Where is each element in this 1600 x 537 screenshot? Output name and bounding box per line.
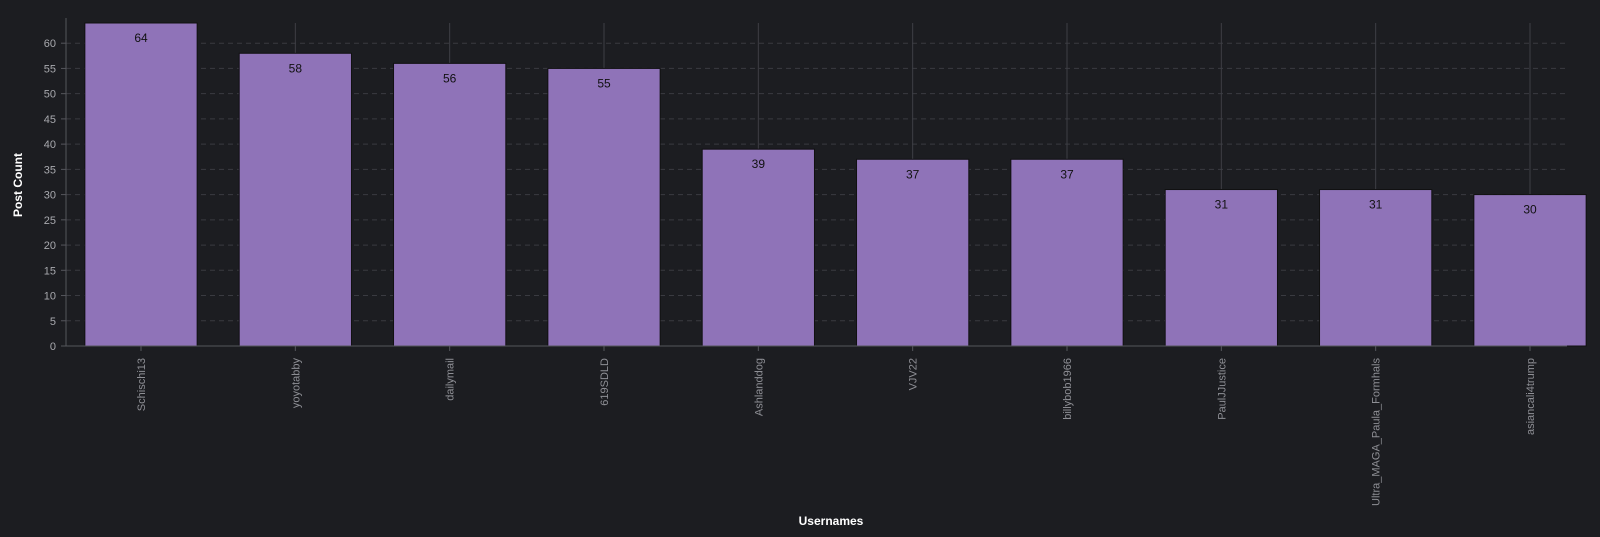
bar	[1319, 189, 1433, 347]
data-label: 30	[1523, 203, 1537, 217]
y-tick-label: 25	[44, 215, 56, 227]
y-tick-label: 5	[50, 316, 56, 328]
y-tick-label: 50	[44, 89, 56, 101]
y-tick-label: 40	[44, 139, 56, 151]
bar	[856, 158, 970, 347]
y-tick-label: 15	[44, 265, 56, 277]
y-tick-label: 45	[44, 114, 56, 126]
y-tick-label: 30	[44, 190, 56, 202]
x-tick-label: Ashlanddog	[753, 358, 765, 416]
y-axis-title: Post Count	[11, 153, 25, 217]
x-tick-label: asiancali4trump	[1525, 358, 1537, 435]
y-tick-label: 35	[44, 164, 56, 176]
data-label: 56	[443, 71, 457, 85]
y-tick-label: 60	[44, 38, 56, 50]
data-label: 31	[1215, 198, 1229, 212]
bar	[84, 22, 198, 347]
x-tick-label: dailymail	[445, 358, 457, 401]
data-label: 64	[134, 31, 148, 45]
x-tick-label: Ultra_MAGA_Paula_Formhals	[1371, 358, 1383, 506]
y-tick-label: 0	[50, 341, 56, 353]
x-tick-label: VJV22	[908, 358, 920, 390]
axes-layer: 0 5 10 15 20 25 30 35 40 45 50 55 60 Schischi13 yoyota…	[44, 18, 1567, 506]
bar	[547, 67, 661, 347]
y-tick-label: 10	[44, 291, 56, 303]
x-tick-label: yoyotabby	[290, 358, 302, 409]
data-label: 55	[597, 76, 611, 90]
data-label: 58	[289, 61, 303, 75]
x-tick-label: billybob1966	[1062, 358, 1074, 420]
bar	[1164, 189, 1278, 347]
bar	[393, 62, 507, 347]
x-tick-label: PaulJJustice	[1216, 358, 1228, 420]
data-label: 31	[1369, 198, 1383, 212]
data-label: 37	[1060, 167, 1074, 181]
y-tick-label: 20	[44, 240, 56, 252]
labels-layer: 64 58 56 55 39 37 37 31 31 30	[134, 31, 1537, 217]
bar	[1010, 158, 1124, 347]
bars-layer	[84, 22, 1587, 347]
data-label: 39	[752, 157, 766, 171]
bar	[1473, 194, 1587, 347]
data-label: 37	[906, 167, 920, 181]
y-tick-label: 55	[44, 63, 56, 75]
x-tick-label: 619SDLD	[599, 358, 611, 406]
x-axis-title: Usernames	[799, 514, 864, 528]
x-tick-label: Schischi13	[136, 358, 148, 411]
bar	[238, 52, 352, 347]
bar	[701, 148, 815, 347]
